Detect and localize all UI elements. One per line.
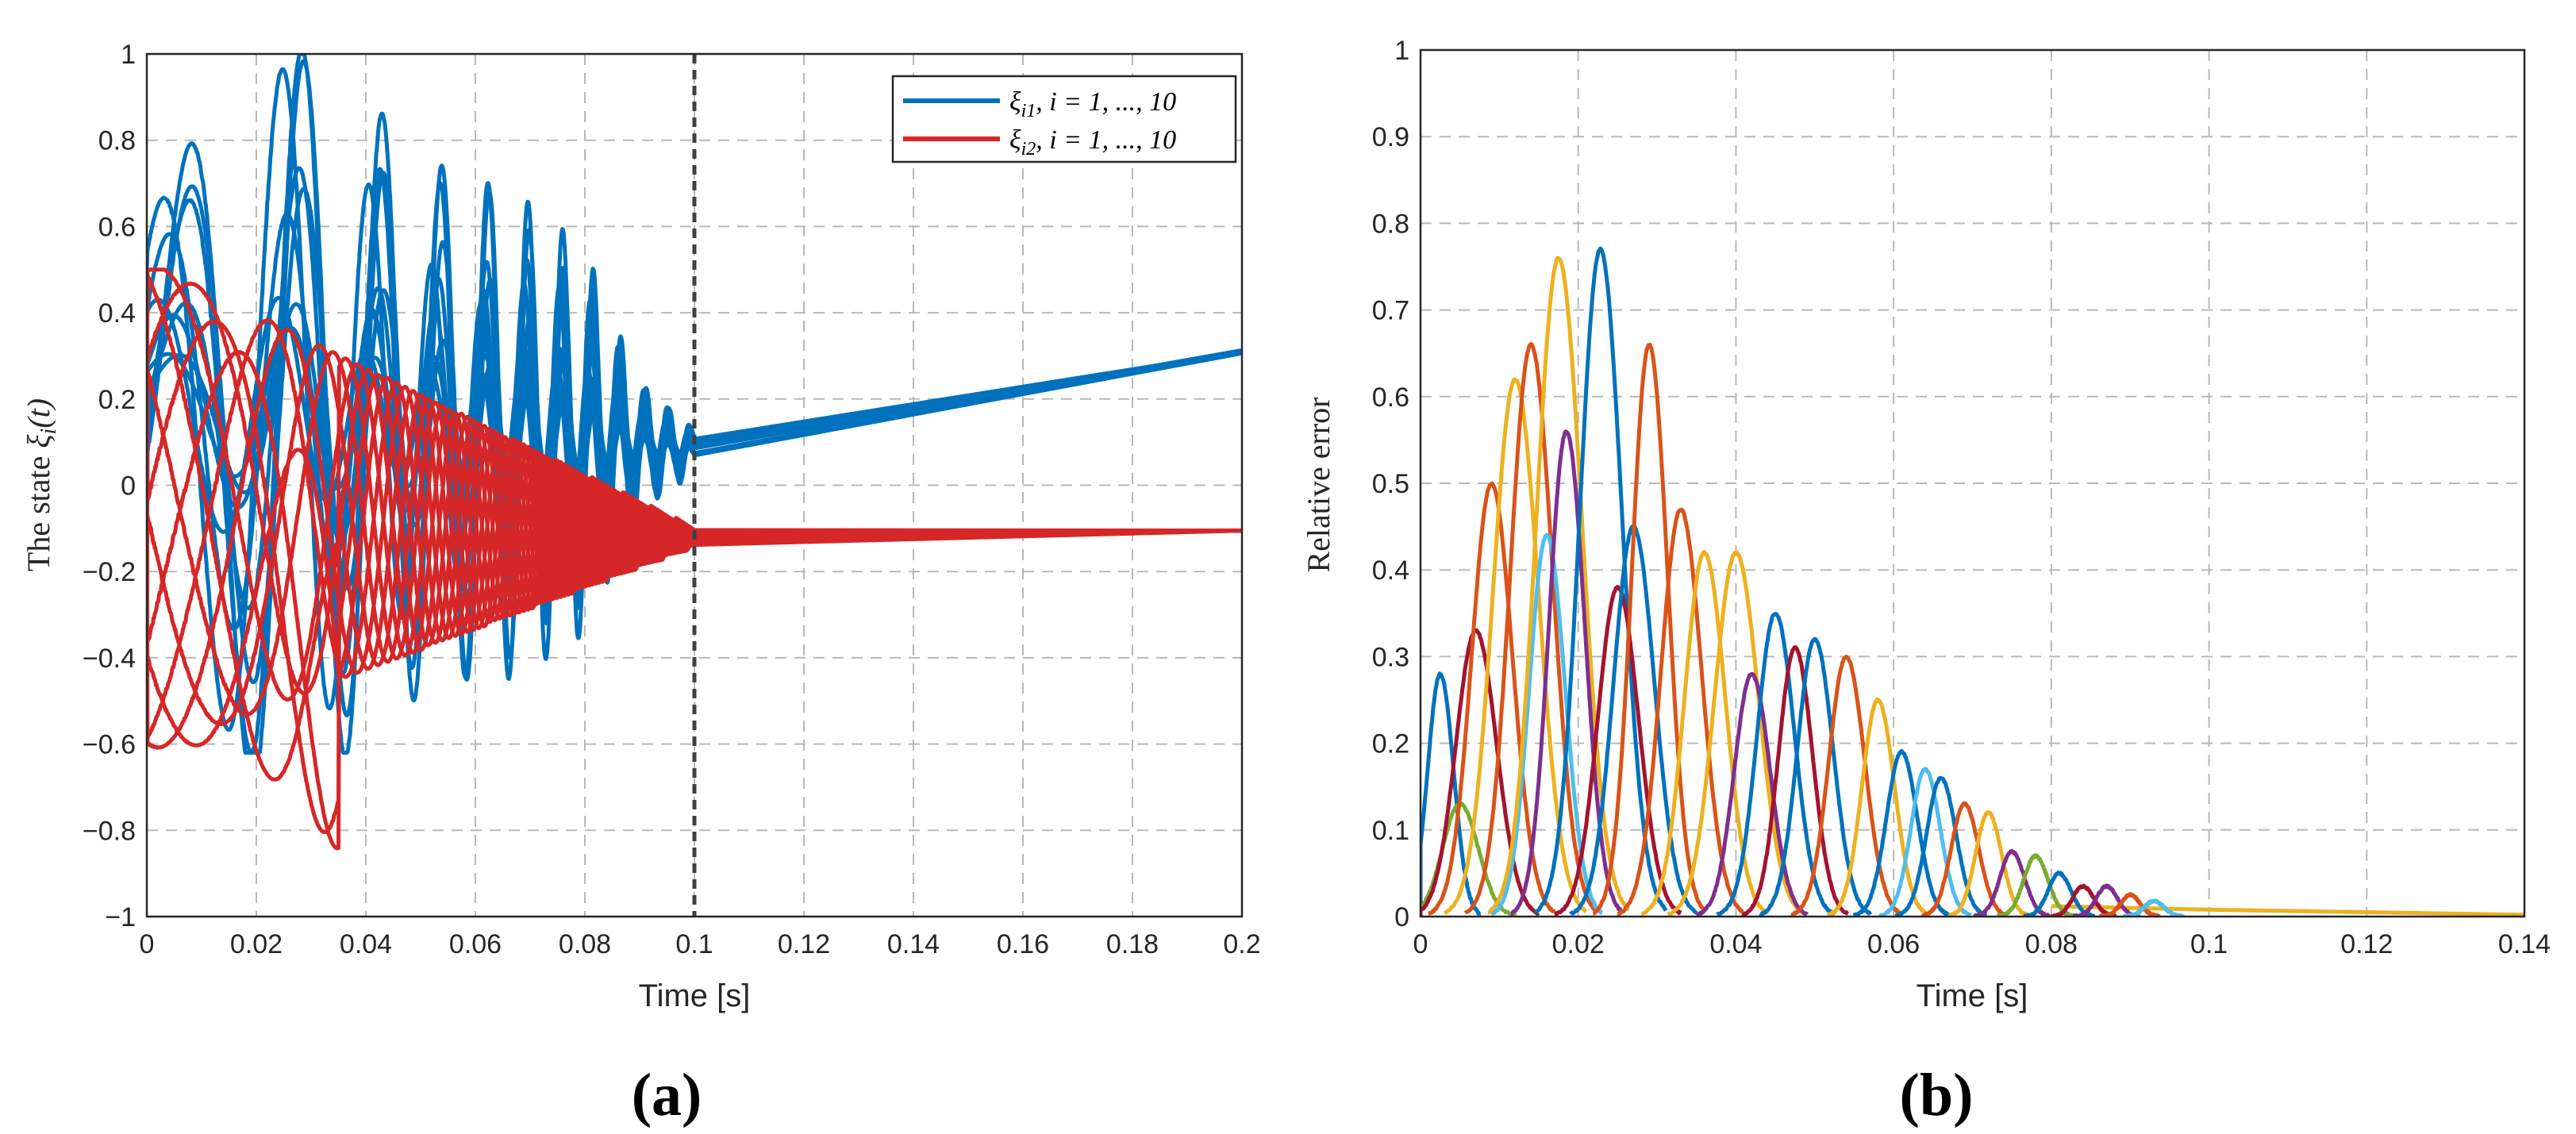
y-tick-label: −0.8 — [83, 816, 136, 846]
error-peak-line — [1694, 671, 1809, 917]
y-tick-label: 0.7 — [1372, 296, 1409, 326]
y-tick-label: 1 — [121, 40, 136, 70]
legend-a: ξi1, i = 1, ..., 10 ξi2, i = 1, ..., 10 — [891, 75, 1237, 163]
panel-label-a: (a) — [632, 1062, 702, 1128]
chart-a: 0 0.02 0.04 0.06 0.08 0.1 0.12 0.14 0.16 0.18 0.2 … — [21, 40, 1261, 1128]
series-line-xi2 — [147, 318, 1242, 740]
x-tick-labels-b: 0 0.02 0.04 0.06 0.08 0.1 0.12 0.14 — [1413, 929, 2551, 959]
error-peak-line — [1740, 645, 1850, 917]
y-tick-label: 0 — [1394, 902, 1409, 932]
error-peak-line — [1427, 481, 1556, 916]
y-tick-label: 0.9 — [1372, 122, 1409, 152]
y-tick-label: 0.4 — [98, 298, 136, 329]
x-tick-labels-a: 0 0.02 0.04 0.06 0.08 0.1 0.12 0.14 0.16 0.18 0.2 — [140, 929, 1261, 959]
error-peak-line — [1894, 775, 1988, 917]
error-peak-line — [1486, 256, 1631, 915]
error-tail-line — [2051, 904, 2524, 917]
x-tick-label: 0.06 — [1867, 929, 1920, 959]
axes-frame-a — [145, 52, 1244, 918]
error-peak-line — [2121, 898, 2186, 917]
y-tick-label: −0.2 — [83, 557, 136, 587]
chart-b: 0 0.02 0.04 0.06 0.08 0.1 0.12 0.14 00.10.20.30… — [1301, 36, 2551, 1128]
x-tick-label: 0.02 — [230, 929, 283, 959]
y-tick-labels-b: 0 0.1 0.2 0.3 0.4 0.5 0.6 0.7 0.8 0.9 1 — [1372, 36, 1409, 932]
series-group-b — [1421, 246, 2524, 917]
x-tick-label: 0 — [1413, 929, 1428, 959]
y-tick-label: −0.6 — [83, 730, 136, 760]
x-tick-label: 0.02 — [1552, 929, 1605, 959]
error-peak-line — [2048, 883, 2117, 917]
error-peak-line — [1826, 697, 1931, 917]
error-peak-line — [1421, 628, 1540, 917]
legend-label-xi2: ξi2, i = 1, ..., 10 — [1009, 125, 1176, 160]
error-peak-line — [1640, 550, 1770, 917]
axes-frame-b — [1419, 48, 2526, 918]
x-tick-label: 0.08 — [2025, 929, 2078, 959]
y-tick-label: 0.6 — [98, 212, 136, 242]
error-peak-line — [1463, 342, 1598, 915]
y-tick-label: −0.4 — [83, 644, 136, 674]
y-tick-label: −1 — [105, 902, 136, 932]
error-peak-line — [1758, 636, 1873, 917]
legend-label-xi1: ξi1, i = 1, ..., 10 — [1009, 87, 1176, 121]
y-tick-label: 0.2 — [98, 385, 136, 415]
y-tick-label: 0.4 — [1372, 555, 1409, 586]
y-tick-label: 0.8 — [1372, 209, 1409, 239]
y-tick-labels-a: −1 −0.8 −0.6 −0.4 −0.2 0 0.2 0.4 0.6 0.8 1 — [83, 40, 136, 932]
x-tick-label: 0.12 — [2340, 929, 2393, 959]
y-axis-label-a: The state ξi(t) — [21, 398, 61, 571]
error-peak-line — [1509, 429, 1624, 916]
y-tick-label: 0.1 — [1372, 816, 1409, 846]
legend-box — [891, 75, 1237, 163]
series-line-xi2 — [147, 327, 1242, 750]
y-tick-label: 1 — [1394, 36, 1409, 66]
y-tick-label: 0.2 — [1372, 729, 1409, 759]
x-tick-label: 0 — [140, 929, 155, 959]
error-peak-line — [2098, 892, 2163, 917]
y-tick-label: 0.6 — [1372, 382, 1409, 413]
series-line-xi2 — [147, 389, 1242, 748]
error-peak-line — [2022, 871, 2097, 917]
error-peak-line — [1878, 767, 1972, 917]
x-tick-label: 0.1 — [675, 929, 713, 959]
x-tick-label: 0.04 — [1709, 929, 1762, 959]
error-peak-line — [1490, 532, 1604, 916]
error-peak-line — [2072, 883, 2141, 917]
error-peak-line — [1444, 377, 1588, 915]
error-peak-line — [1790, 655, 1903, 917]
x-tick-label: 0.18 — [1106, 929, 1159, 959]
x-tick-label: 0.2 — [1223, 929, 1260, 959]
x-axis-label-a: Time [s] — [639, 978, 751, 1013]
x-tick-label: 0.04 — [340, 929, 392, 959]
panel-label-b: (b) — [1900, 1062, 1974, 1128]
x-tick-label: 0.12 — [778, 929, 830, 959]
error-peak-line — [1553, 585, 1682, 917]
y-tick-label: 0 — [121, 471, 136, 502]
y-tick-label: 0.5 — [1372, 469, 1409, 499]
series-group-a — [147, 54, 1242, 851]
x-tick-label: 0.06 — [449, 929, 502, 959]
x-axis-label-b: Time [s] — [1917, 978, 2028, 1013]
error-peak-line — [1996, 853, 2075, 917]
x-tick-label: 0.08 — [559, 929, 611, 959]
grid-b — [1421, 50, 2524, 917]
x-tick-label: 0.1 — [2190, 929, 2228, 959]
series-line-xi2 — [147, 350, 1242, 851]
y-axis-label-b: Relative error — [1301, 398, 1336, 573]
error-peak-line — [1852, 748, 1951, 917]
x-tick-label: 0.14 — [2498, 929, 2551, 959]
y-tick-label: 0.8 — [98, 126, 136, 156]
x-tick-label: 0.16 — [997, 929, 1049, 959]
series-line-xi1 — [147, 184, 1242, 685]
error-peak-line — [1421, 671, 1482, 917]
error-peak-line — [1592, 342, 1706, 916]
y-tick-label: 0.3 — [1372, 642, 1409, 672]
x-tick-label: 0.14 — [887, 929, 940, 959]
